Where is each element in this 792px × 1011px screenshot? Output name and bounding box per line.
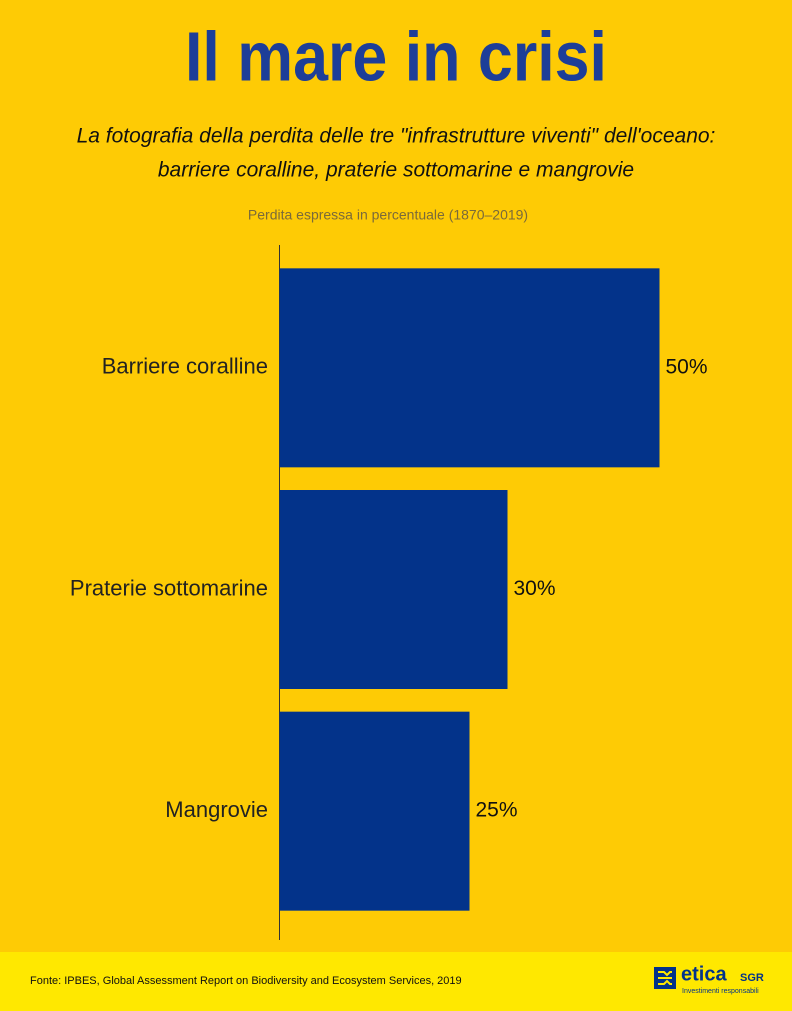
source: Fonte: IPBES, Global Assessment Report o… (30, 975, 462, 987)
bar (279, 490, 508, 689)
value-label: 30% (514, 577, 556, 600)
category-label: Mangrovie (165, 797, 268, 822)
logo-suffix: SGR (740, 972, 764, 984)
bar (279, 268, 660, 468)
logo-icon-mark (658, 971, 672, 985)
category-label: Praterie sottomarine (70, 575, 268, 600)
logo: etica SGR Investimenti responsabili (654, 963, 764, 995)
subtitle: barriere coralline, praterie sottomarine… (158, 159, 634, 182)
value-label: 50% (666, 355, 708, 378)
logo-tagline: Investimenti responsabili (682, 988, 759, 995)
logo-name: etica (681, 963, 727, 985)
value-label: 25% (476, 799, 518, 822)
bar (279, 711, 470, 911)
chart-title: Il mare in crisi (185, 17, 607, 95)
subtitle: La fotografia della perdita delle tre "i… (77, 125, 716, 148)
category-label: Barriere coralline (102, 354, 268, 379)
note: Perdita espressa in percentuale (1870–20… (248, 207, 528, 223)
